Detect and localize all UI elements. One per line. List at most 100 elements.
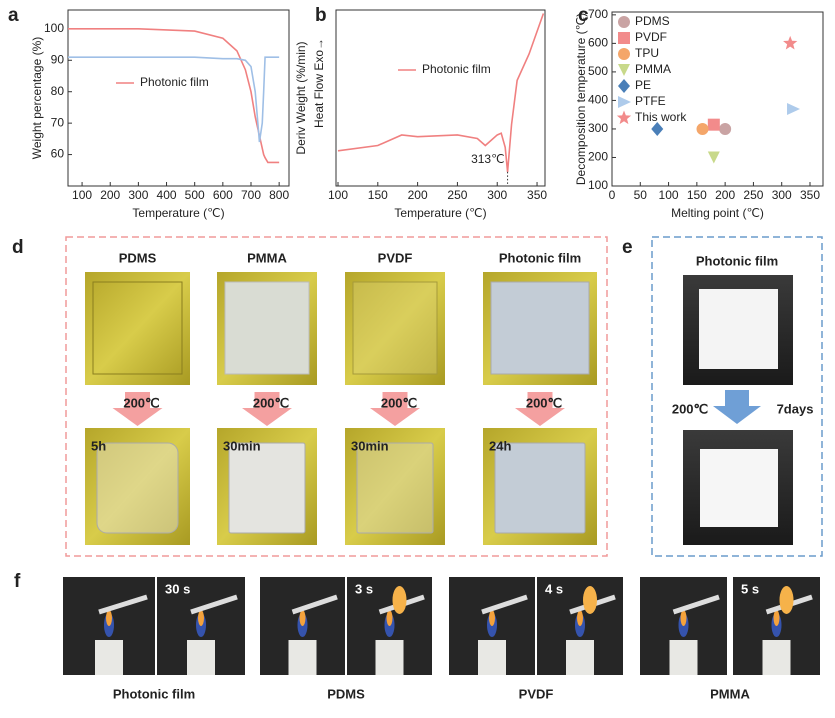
film — [96, 442, 179, 534]
plot-frame — [67, 9, 290, 187]
x-tick-label: 300 — [128, 188, 148, 202]
marker — [719, 122, 732, 135]
arrow — [515, 392, 565, 426]
panel-label: a — [8, 5, 19, 26]
line — [68, 28, 280, 164]
panel-label: c — [578, 5, 589, 26]
sample-name: PMMA — [247, 250, 287, 265]
film — [700, 449, 778, 527]
condition: 200℃ — [253, 395, 289, 410]
condition: 200℃ — [123, 395, 159, 410]
y-tick-label: 100 — [44, 21, 64, 35]
x-tick-label: 200 — [715, 188, 735, 202]
sample-name: PMMA — [710, 686, 750, 701]
duration: 7days — [777, 401, 814, 416]
line — [68, 56, 280, 143]
candle — [762, 640, 791, 675]
sample-name: Photonic film — [696, 253, 778, 268]
candle — [288, 640, 317, 675]
y-axis-label: Weight percentage (%) — [30, 37, 44, 160]
y-tick-label: 700 — [588, 7, 608, 21]
plot-frame — [611, 11, 824, 187]
legend-marker — [618, 64, 630, 76]
y-tick-label: 70 — [51, 115, 65, 129]
x-tick-label: 350 — [800, 188, 820, 202]
sample-name: PDMS — [119, 250, 157, 265]
sample-name: Photonic film — [113, 686, 195, 701]
sample-name: Photonic film — [499, 250, 581, 265]
arrow — [112, 392, 163, 426]
arrow — [713, 390, 761, 424]
legend-marker — [618, 48, 630, 60]
x-tick-label: 300 — [487, 188, 507, 202]
candle — [478, 640, 506, 675]
legend-marker — [618, 79, 630, 93]
x-tick-label: 600 — [213, 188, 233, 202]
duration: 4 s — [545, 581, 563, 596]
film — [352, 281, 438, 375]
y-tick-label: 80 — [51, 84, 65, 98]
panel-label: b — [315, 5, 327, 26]
legend-label: TPU — [635, 46, 659, 60]
marker — [783, 35, 798, 50]
marker — [707, 118, 720, 131]
duration: 3 s — [355, 581, 373, 596]
y-axis-label: Deriv Weight (%/min) — [294, 41, 308, 154]
x-axis-label: Temperature (℃) — [132, 206, 224, 220]
candle — [566, 640, 594, 675]
film-strip — [190, 594, 238, 615]
sample-name: PVDF — [519, 686, 554, 701]
x-tick-label: 800 — [269, 188, 289, 202]
candle — [95, 640, 123, 675]
x-tick-label: 100 — [72, 188, 92, 202]
y-axis-label: Heat Flow Exo→ — [312, 38, 326, 128]
film — [699, 289, 778, 369]
legend-label: PMMA — [635, 62, 671, 76]
legend-label: PE — [635, 78, 651, 92]
legend-label: PDMS — [635, 14, 670, 28]
marker — [787, 102, 801, 115]
x-tick-label: 300 — [772, 188, 792, 202]
plot-frame — [335, 9, 546, 187]
photo — [345, 272, 445, 385]
film-strip — [481, 594, 528, 615]
film — [494, 442, 586, 534]
x-tick-label: 50 — [634, 188, 648, 202]
marker — [696, 122, 709, 135]
candle — [669, 640, 698, 675]
flame — [198, 610, 204, 626]
condition: 200℃ — [381, 395, 417, 410]
duration: 30min — [351, 438, 389, 453]
legend-marker — [616, 110, 632, 125]
film — [228, 442, 306, 534]
candle — [375, 640, 404, 675]
film-strip — [98, 594, 148, 615]
x-axis-label: Melting point (℃) — [671, 206, 764, 220]
y-tick-label: 200 — [588, 150, 608, 164]
duration: 30min — [223, 438, 261, 453]
panel-label: e — [622, 237, 633, 258]
flame — [386, 610, 393, 626]
x-tick-label: 250 — [743, 188, 763, 202]
flame — [299, 610, 306, 626]
film — [356, 442, 434, 534]
legend-marker — [618, 32, 630, 44]
fire — [583, 586, 597, 614]
legend-label: This work — [635, 110, 687, 124]
film — [490, 281, 590, 375]
legend-marker — [618, 96, 631, 108]
duration: 5 s — [741, 581, 759, 596]
y-tick-label: 500 — [588, 64, 608, 78]
annotation: 313℃ — [471, 152, 505, 166]
x-tick-label: 0 — [609, 188, 616, 202]
y-tick-label: 100 — [588, 178, 608, 192]
condition: 200℃ — [672, 401, 708, 416]
x-tick-label: 200 — [100, 188, 120, 202]
legend-label: PVDF — [635, 30, 667, 44]
film — [92, 281, 183, 375]
x-axis-label: Temperature (℃) — [394, 206, 486, 220]
x-tick-label: 150 — [368, 188, 388, 202]
line — [337, 13, 545, 172]
fire — [779, 586, 794, 614]
